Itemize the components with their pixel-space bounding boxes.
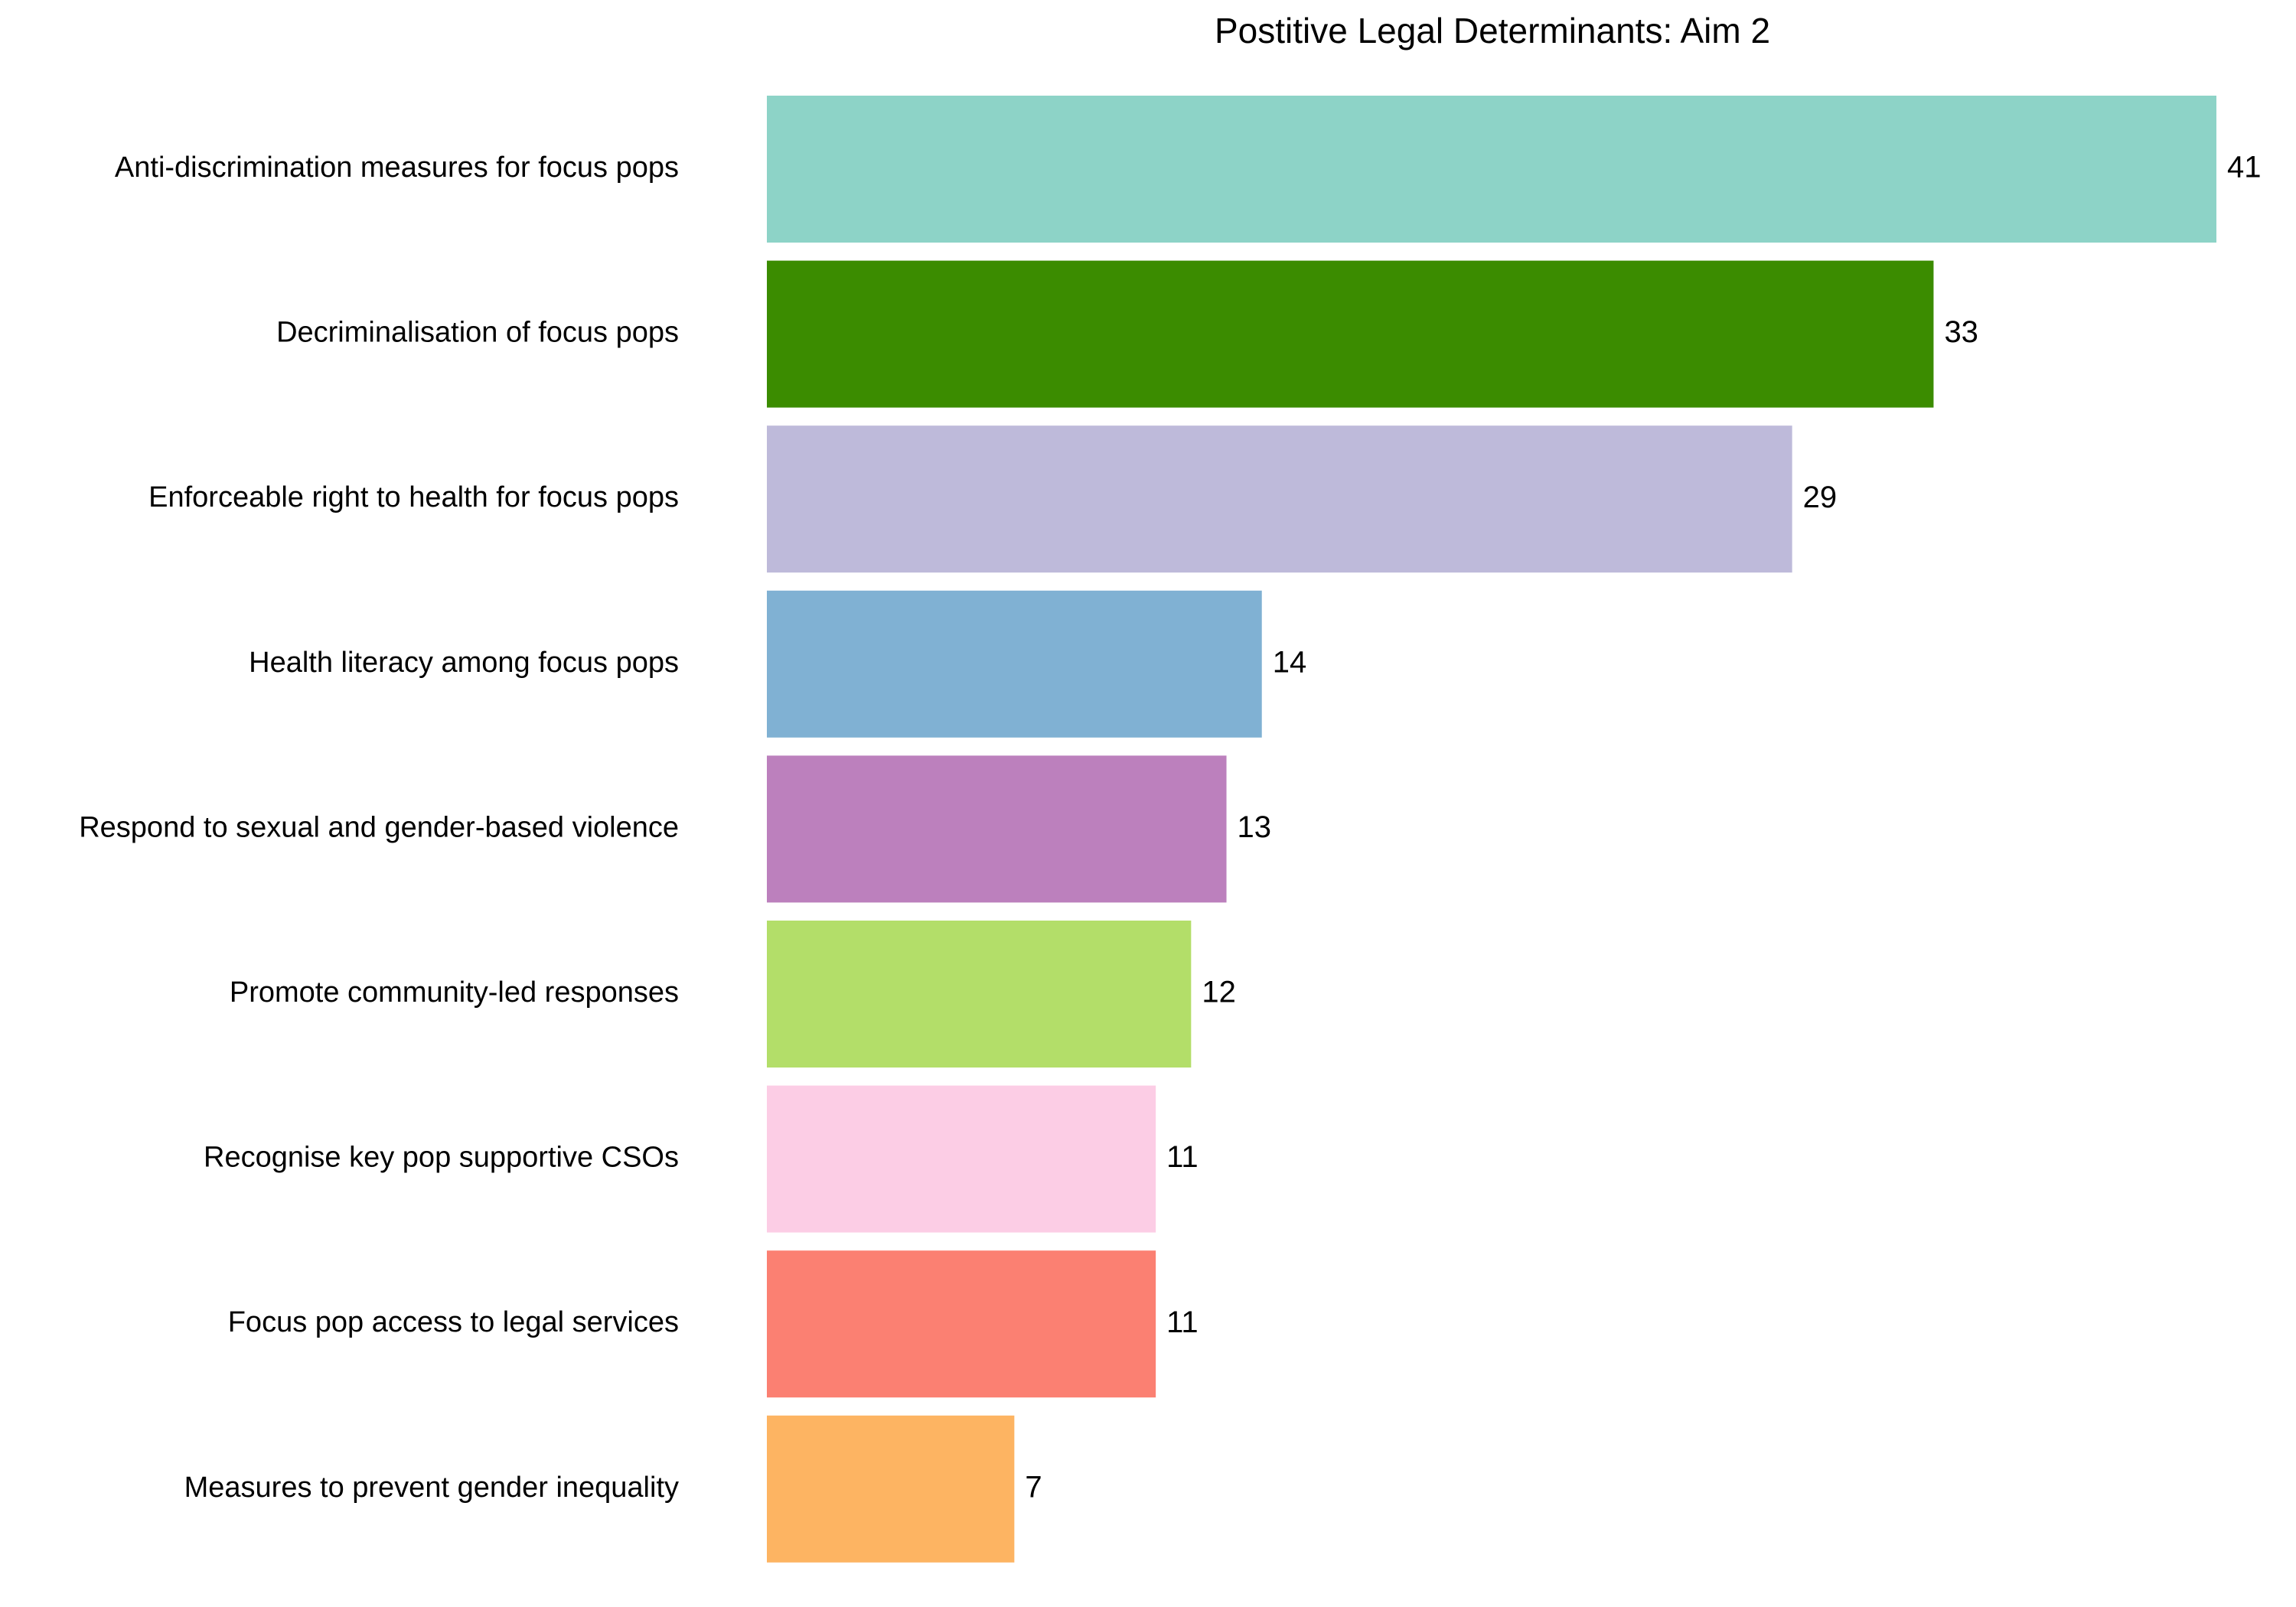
bar [767,755,1227,903]
value-label: 13 [1238,810,1272,844]
value-label: 11 [1166,1305,1199,1339]
bar [767,260,1934,408]
y-tick-label: Health literacy among focus pops [249,647,679,679]
chart-title: Postitive Legal Determinants: Aim 2 [1215,11,1770,51]
value-label: 33 [1944,315,1978,349]
value-label: 14 [1273,645,1307,679]
y-tick-label: Promote community-led responses [230,976,679,1009]
value-label: 12 [1202,976,1236,1009]
bar [767,425,1792,573]
bar [767,96,2216,243]
value-label: 11 [1166,1140,1199,1174]
bar [767,921,1192,1068]
bar [767,1415,1015,1563]
bar [767,590,1262,738]
y-tick-label: Measures to prevent gender inequality [184,1472,679,1504]
bar [767,1250,1156,1398]
value-label: 7 [1025,1470,1042,1504]
value-label: 41 [2227,151,2262,184]
y-tick-label: Enforceable right to health for focus po… [148,481,679,513]
y-tick-label: Focus pop access to legal services [228,1306,679,1338]
y-tick-label: Recognise key pop supportive CSOs [204,1142,679,1174]
bar [767,1085,1156,1233]
value-label: 29 [1803,481,1838,514]
y-tick-label: Decriminalisation of focus pops [276,317,679,349]
y-tick-label: Anti-discrimination measures for focus p… [115,152,679,184]
y-tick-label: Respond to sexual and gender-based viole… [79,811,679,843]
